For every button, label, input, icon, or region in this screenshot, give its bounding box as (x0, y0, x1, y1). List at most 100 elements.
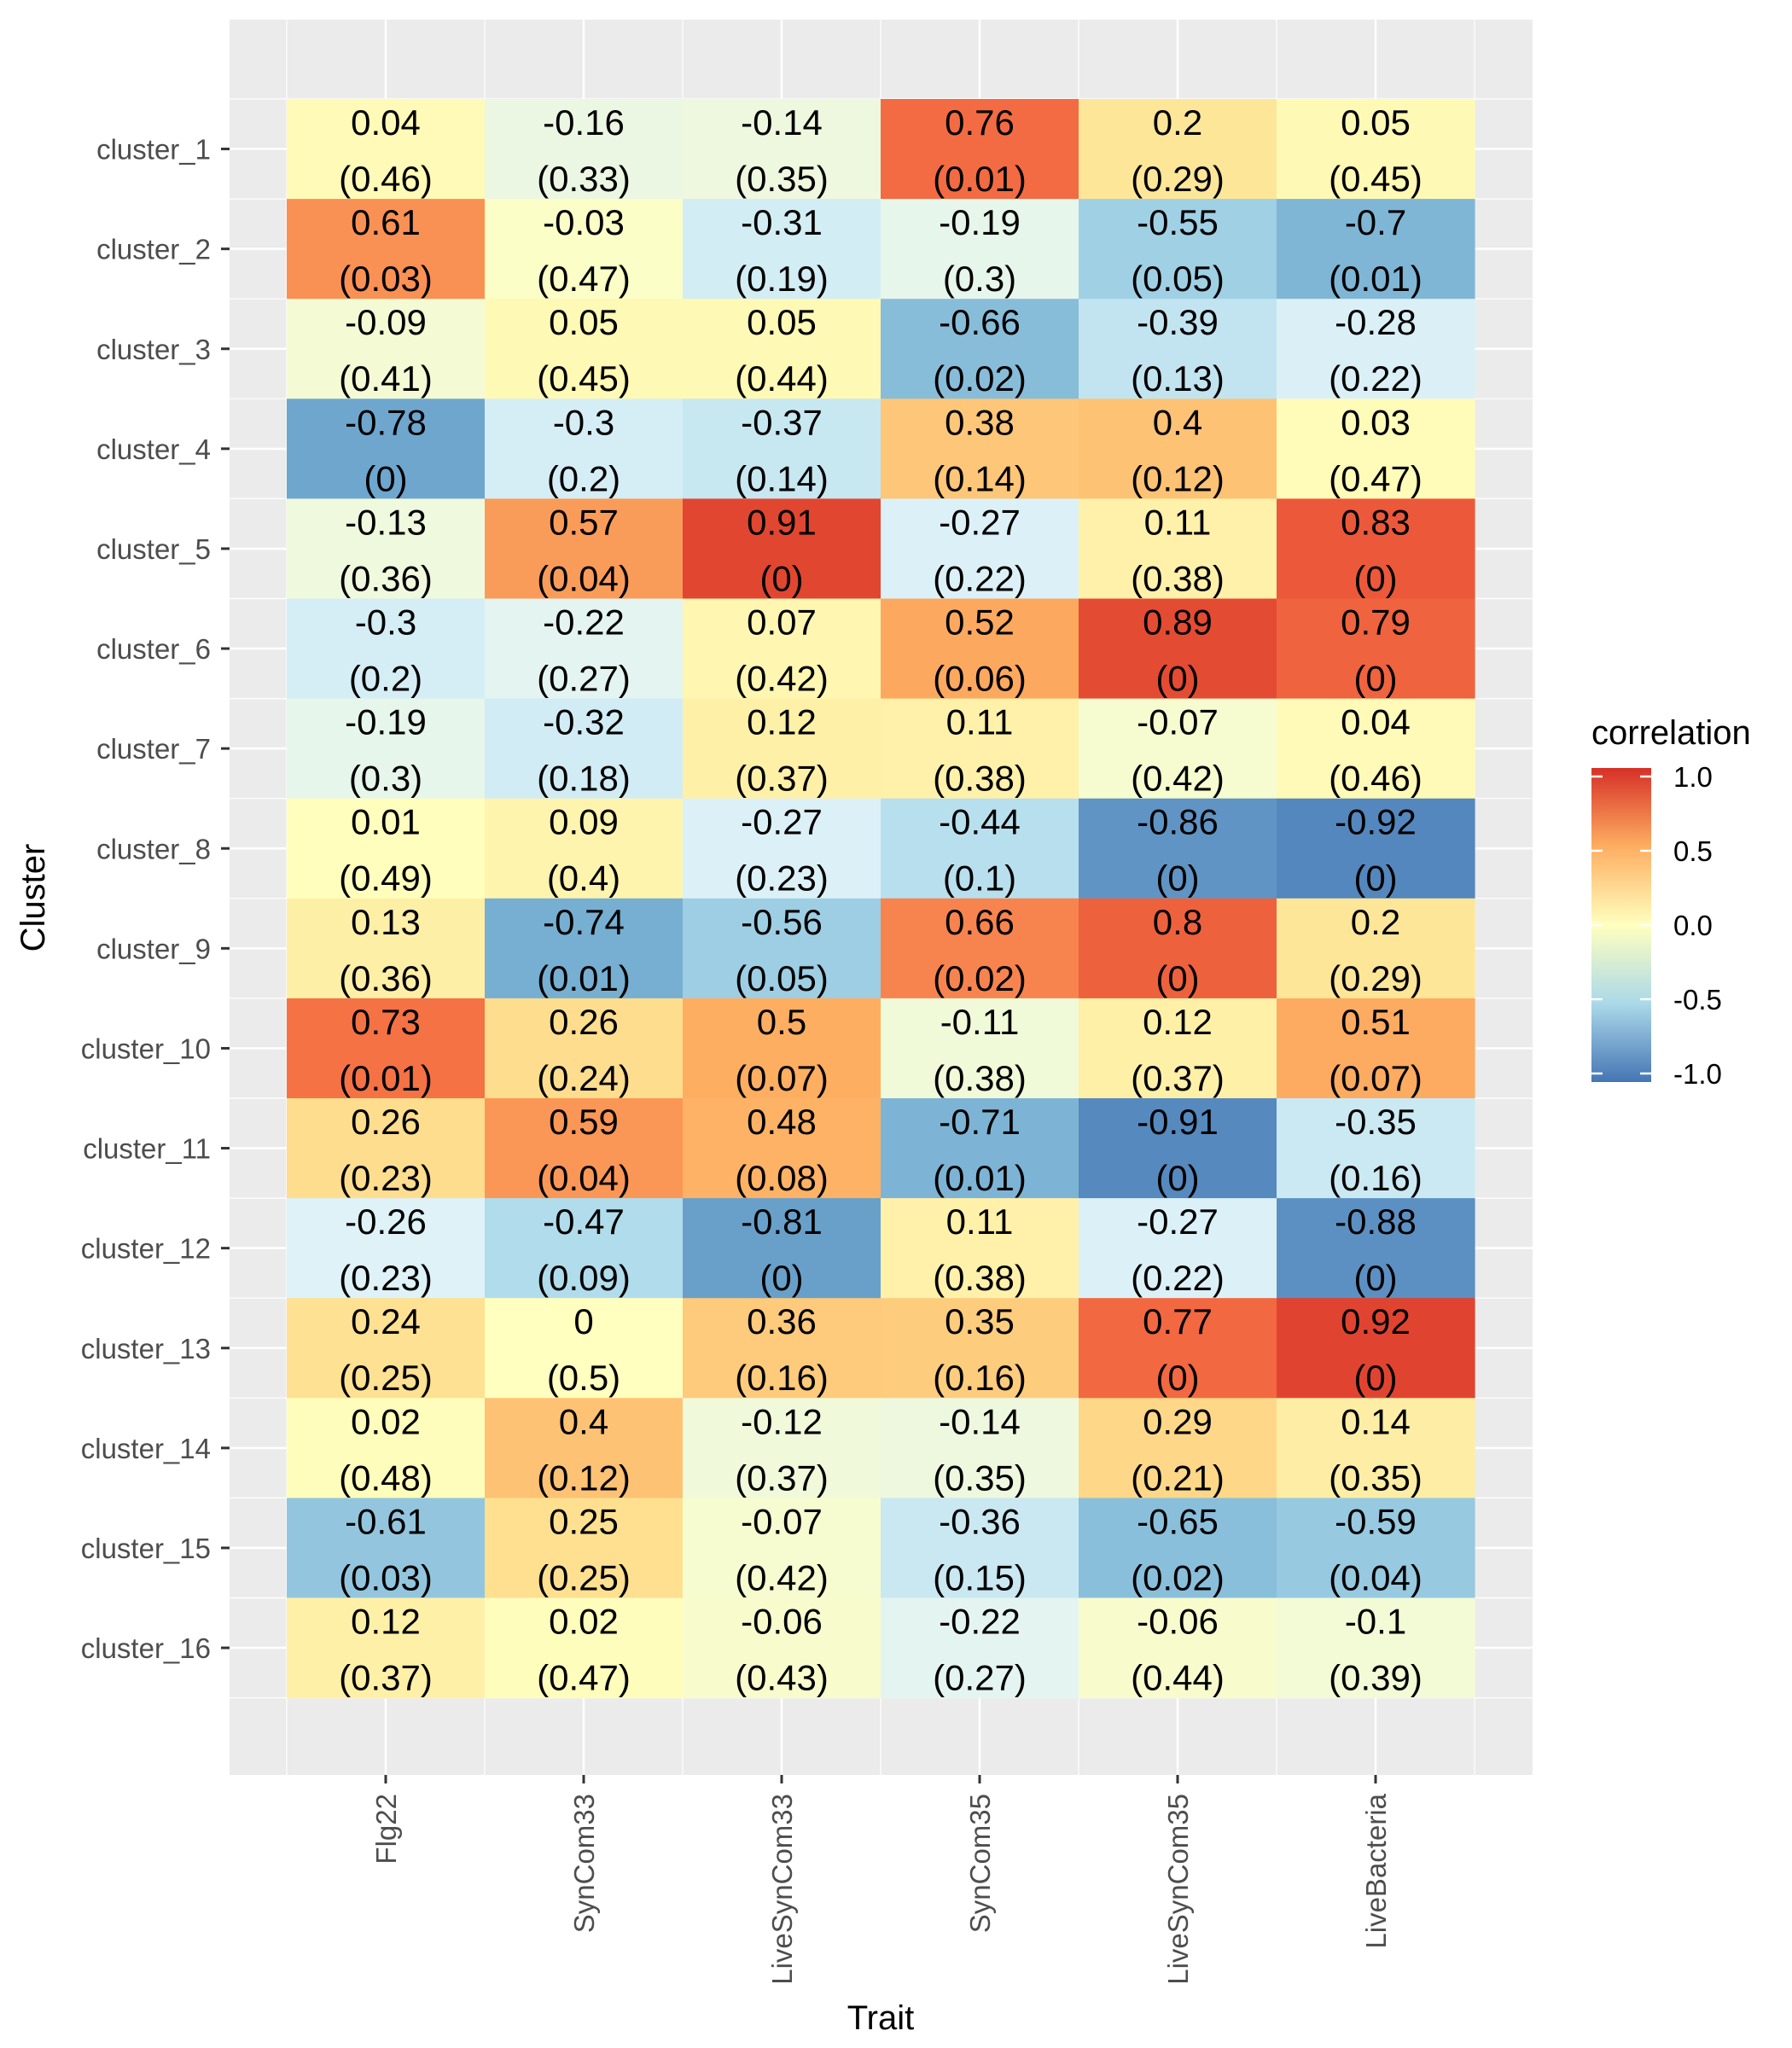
cell-pvalue-label: (0.5) (547, 1358, 620, 1398)
heatmap-cell (287, 598, 486, 700)
cell-correlation-label: -0.06 (1137, 1602, 1219, 1642)
heatmap-cell (485, 1098, 684, 1199)
heatmap-cell (1277, 798, 1475, 899)
heatmap-cell (683, 1198, 881, 1299)
cell-pvalue-label: (0.36) (339, 558, 433, 598)
cell-correlation-label: -0.36 (939, 1501, 1021, 1541)
cell-correlation-label: 0.12 (747, 702, 817, 742)
heatmap-cell (881, 1198, 1079, 1299)
cell-correlation-label: -0.31 (741, 202, 823, 242)
heatmap-cell (881, 299, 1079, 399)
y-tick-label: cluster_10 (81, 1033, 211, 1064)
cell-correlation-label: 0.26 (549, 1002, 619, 1042)
heatmap-cell (287, 1198, 486, 1299)
cell-correlation-label: 0.8 (1153, 902, 1202, 942)
cell-pvalue-label: (0.02) (933, 958, 1027, 998)
cell-correlation-label: -0.07 (741, 1501, 823, 1541)
cell-pvalue-label: (0) (1155, 1358, 1199, 1398)
cell-correlation-label: -0.55 (1137, 202, 1219, 242)
cell-correlation-label: -0.37 (741, 402, 823, 442)
heatmap-cell (1079, 598, 1277, 700)
x-axis-tick-labels: Flg22 SynCom33 LiveSynCom33 SynCom35 LiveSyn… (370, 1775, 1392, 1985)
cell-pvalue-label: (0.23) (339, 1158, 433, 1198)
legend-tick-label: -1.0 (1673, 1058, 1722, 1090)
heatmap-cell (1079, 898, 1277, 999)
cell-correlation-label: 0.14 (1341, 1401, 1411, 1441)
heatmap-cell (1079, 998, 1277, 1099)
cell-correlation-label: 0.25 (549, 1501, 619, 1541)
heatmap-cell (485, 598, 684, 700)
heatmap-cell (1277, 1398, 1475, 1498)
cell-correlation-label: 0.11 (1144, 502, 1212, 542)
cell-pvalue-label: (0.22) (1329, 358, 1423, 399)
y-tick-label: cluster_9 (96, 933, 211, 964)
heatmap-cell (881, 698, 1079, 800)
cell-correlation-label: 0.51 (1341, 1002, 1411, 1042)
cell-correlation-label: -0.7 (1345, 202, 1406, 242)
heatmap-cell (287, 898, 486, 999)
cell-correlation-label: -0.92 (1335, 802, 1417, 842)
cell-pvalue-label: (0.46) (1329, 759, 1423, 799)
cell-pvalue-label: (0.2) (349, 659, 422, 699)
cell-correlation-label: 0.03 (1341, 402, 1411, 442)
cell-pvalue-label: (0) (1353, 558, 1397, 598)
heatmap-cell (881, 1098, 1079, 1199)
cell-correlation-label: 0.83 (1341, 502, 1411, 542)
cell-pvalue-label: (0.07) (735, 1058, 829, 1098)
cell-pvalue-label: (0.35) (1329, 1457, 1423, 1498)
y-tick-label: cluster_13 (81, 1333, 211, 1364)
y-tick-label: cluster_16 (81, 1632, 211, 1664)
heatmap-cell (287, 1098, 486, 1199)
cell-pvalue-label: (0.47) (1329, 458, 1423, 498)
cell-pvalue-label: (0.24) (537, 1058, 631, 1098)
heatmap-cell (485, 1398, 684, 1498)
cell-pvalue-label: (0.01) (339, 1058, 433, 1098)
heatmap-cell (1277, 498, 1475, 600)
cell-correlation-label: -0.13 (345, 502, 427, 542)
heatmap-cell (1079, 798, 1277, 899)
heatmap-cell (287, 399, 486, 499)
cell-correlation-label: 0.04 (351, 102, 421, 143)
cell-correlation-label: 0.48 (747, 1102, 817, 1142)
cell-correlation-label: 0.91 (747, 502, 817, 542)
heatmap-cell (683, 598, 881, 700)
cell-correlation-label: -0.86 (1137, 802, 1219, 842)
cell-pvalue-label: (0.35) (933, 1457, 1027, 1498)
cell-correlation-label: -0.27 (1137, 1201, 1219, 1242)
cell-correlation-label: 0.36 (747, 1301, 817, 1341)
cell-correlation-label: -0.19 (939, 202, 1021, 242)
cell-correlation-label: 0.89 (1143, 602, 1213, 643)
legend-tick-label: 0.5 (1673, 835, 1713, 867)
heatmap-cell (683, 1098, 881, 1199)
y-tick-label: cluster_14 (81, 1433, 211, 1464)
heatmap-cell (1079, 99, 1277, 200)
heatmap-cell (485, 498, 684, 600)
heatmap-cell (1277, 299, 1475, 399)
cell-correlation-label: -0.16 (543, 102, 625, 143)
y-tick-label: cluster_11 (83, 1133, 211, 1165)
y-axis-title: Cluster (15, 844, 52, 952)
cell-pvalue-label: (0.38) (933, 1258, 1027, 1298)
cell-pvalue-label: (0.3) (943, 259, 1016, 299)
heatmap-cell (1079, 698, 1277, 800)
heatmap-cell (287, 498, 486, 600)
cell-correlation-label: 0.11 (946, 1201, 1014, 1242)
heatmap-cell (485, 1298, 684, 1399)
cell-correlation-label: 0.26 (351, 1102, 421, 1142)
cell-correlation-label: -0.14 (939, 1401, 1021, 1441)
cell-correlation-label: -0.56 (741, 902, 823, 942)
legend-tick-label: 0.0 (1673, 910, 1713, 941)
cell-pvalue-label: (0.01) (933, 159, 1027, 199)
cell-pvalue-label: (0.25) (339, 1358, 433, 1398)
cell-pvalue-label: (0.23) (735, 858, 829, 899)
cell-pvalue-label: (0.42) (1131, 759, 1225, 799)
cell-pvalue-label: (0) (1155, 659, 1199, 699)
cell-correlation-label: 0.07 (747, 602, 817, 643)
heatmap-cell (1277, 1498, 1475, 1599)
cell-correlation-label: 0.05 (747, 302, 817, 342)
heatmap-cell (1079, 1597, 1277, 1699)
cell-correlation-label: 0.12 (1143, 1002, 1213, 1042)
cell-correlation-label: -0.65 (1137, 1501, 1219, 1541)
cell-correlation-label: -0.11 (940, 1002, 1020, 1042)
x-tick-label: LiveSynCom35 (1162, 1794, 1194, 1985)
